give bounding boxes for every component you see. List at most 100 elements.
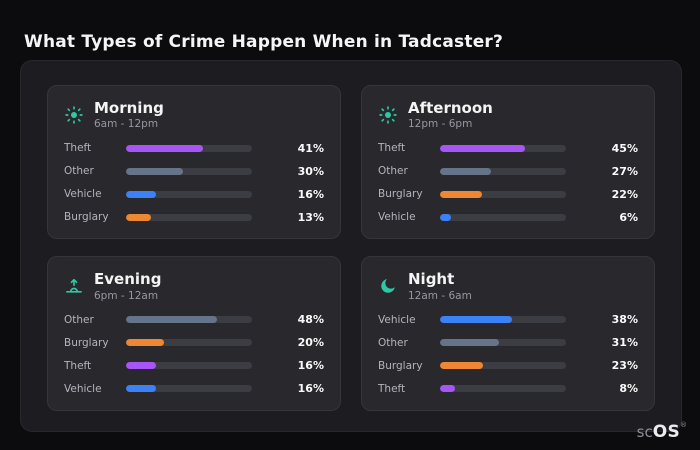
bar-list: Theft 41% Other 30% Vehicle 16% Burglary 13% [64,141,324,228]
bar-track [126,144,252,152]
bar-value: 38% [611,313,638,326]
bar-row: Theft 8% [378,382,638,396]
card-header: Night 12am - 6am [378,270,638,302]
crime-label: Other [378,336,408,349]
bar-fill [126,144,204,152]
bar-fill [440,190,482,198]
card-header: Afternoon 12pm - 6pm [378,99,638,131]
crime-label: Other [378,165,408,178]
bar-row: Other 27% [378,164,638,178]
crime-label: Theft [378,382,406,395]
crime-label: Other [64,165,94,178]
bar-row: Other 48% [64,313,324,327]
crime-label: Theft [378,142,406,155]
card-header-text: Afternoon 12pm - 6pm [408,99,493,131]
bar-fill [126,190,157,198]
bar-track [126,362,252,369]
bar-value: 48% [297,313,324,326]
crime-dashboard-panel: Morning 6am - 12pm Theft 41% Other 30% Vehic… [20,60,682,432]
scos-logo: scOS® [636,421,687,442]
bar-fill [126,316,217,323]
bar-value: 31% [611,336,638,349]
bar-fill [126,362,157,369]
crime-label: Burglary [378,188,423,201]
period-range: 6pm - 12am [94,289,159,302]
period-range: 12am - 6am [408,289,472,302]
bar-value: 30% [297,164,324,178]
bar-row: Burglary 13% [64,210,324,224]
bar-value: 16% [297,187,324,201]
moon-icon [378,276,398,296]
sun-icon [378,105,398,125]
period-title: Morning [94,99,164,117]
sun-icon [64,105,84,125]
crime-label: Burglary [64,336,109,349]
period-range: 6am - 12pm [94,118,159,131]
bar-track [440,144,566,152]
crime-label: Theft [64,142,92,155]
card-header-text: Night 12am - 6am [408,270,472,302]
bar-track [126,167,252,175]
page-title: What Types of Crime Happen When in Tadca… [24,32,504,53]
bar-track [440,385,566,392]
bar-value: 22% [611,187,638,201]
crime-label: Burglary [378,359,423,372]
bar-value: 45% [611,141,638,155]
bar-fill [440,339,499,346]
bar-track [126,339,252,346]
crime-label: Other [64,313,94,326]
bar-row: Theft 41% [64,141,324,155]
bar-fill [440,385,456,392]
bar-track [440,339,566,346]
registered-mark: ® [680,421,687,429]
period-card-morning: Morning 6am - 12pm Theft 41% Other 30% Vehic… [47,85,341,240]
bar-track [126,190,252,198]
crime-label: Vehicle [378,211,416,224]
bar-row: Theft 16% [64,359,324,373]
bar-list: Theft 45% Other 27% Burglary 22% Vehicle 6% [378,141,638,228]
bar-fill [126,339,164,346]
bar-row: Vehicle 16% [64,382,324,396]
bar-value: 6% [619,210,638,224]
bar-row: Burglary 23% [378,359,638,373]
bar-value: 13% [297,210,324,224]
bar-value: 41% [297,141,324,155]
bar-track [440,362,566,369]
bar-fill [126,385,157,392]
bar-row: Other 31% [378,336,638,350]
bar-track [440,316,566,323]
period-title: Evening [94,270,162,289]
period-card-night: Night 12am - 6am Vehicle 38% Other 31% Burgl… [361,256,655,411]
period-range: 12pm - 6pm [408,118,473,131]
bar-value: 16% [297,382,324,395]
bar-fill [440,144,526,152]
bar-track [440,213,566,221]
bar-row: Theft 45% [378,141,638,155]
card-header: Morning 6am - 12pm [64,99,324,131]
bar-track [126,316,252,323]
bar-track [126,213,252,221]
period-title: Night [408,270,455,289]
bar-fill [440,213,452,221]
bar-fill [440,362,484,369]
bar-row: Vehicle 6% [378,210,638,224]
crime-label: Vehicle [64,382,102,395]
bar-value: 23% [611,359,638,372]
bar-value: 20% [297,336,324,349]
bar-list: Other 48% Burglary 20% Theft 16% Vehicle 16% [64,313,324,400]
card-header-text: Evening 6pm - 12am [94,270,162,302]
bar-row: Vehicle 38% [378,313,638,327]
crime-label: Vehicle [64,188,102,201]
bar-track [126,385,252,392]
bar-row: Burglary 22% [378,187,638,201]
sunrise-icon [64,276,84,296]
bar-row: Other 30% [64,164,324,178]
brand-name: OS [652,422,680,442]
card-header-text: Morning 6am - 12pm [94,99,164,131]
period-card-afternoon: Afternoon 12pm - 6pm Theft 45% Other 27% Bur… [361,85,655,240]
bar-value: 8% [619,382,638,395]
crime-label: Burglary [64,211,109,224]
brand-prefix: sc [636,423,653,441]
bar-value: 16% [297,359,324,372]
bar-track [440,190,566,198]
